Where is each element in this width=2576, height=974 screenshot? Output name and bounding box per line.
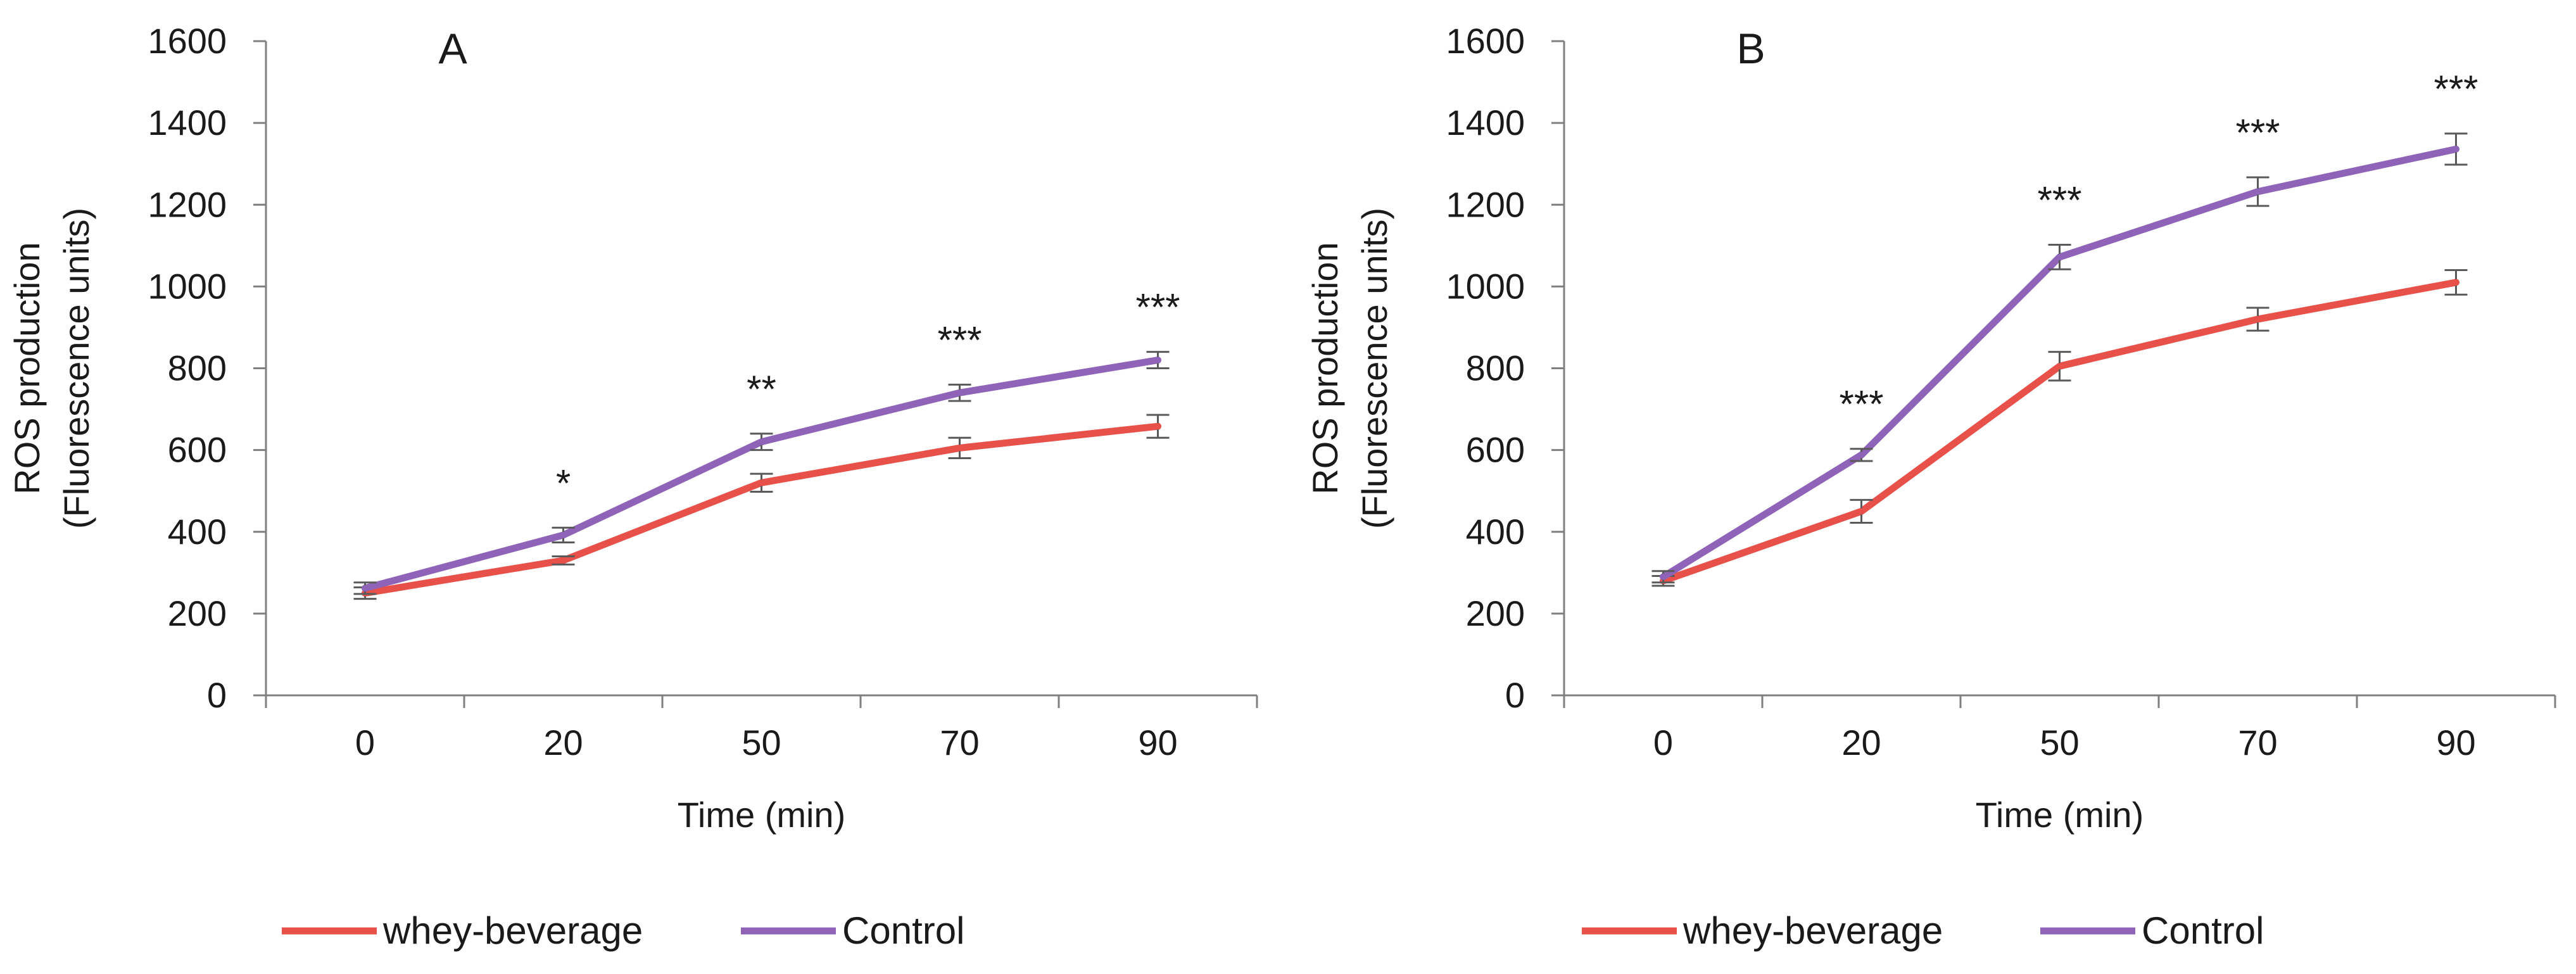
y-tick-label: 1000	[148, 266, 227, 306]
chart-panel-a: 0 200 400 600 800 1000 1200 1400 1600 0 20 50 70 90 Ti…	[7, 21, 1258, 952]
data-point	[956, 389, 963, 396]
data-point	[560, 557, 567, 564]
y-tick-label: 1000	[1446, 266, 1525, 306]
x-tick-label: 20	[1841, 723, 1881, 762]
y-tick-label: 600	[1466, 430, 1525, 470]
series-whey-beverage	[353, 414, 1170, 600]
x-tick-label: 70	[2238, 723, 2277, 762]
y-tick-label: 400	[168, 512, 227, 552]
y-tick-label: 600	[168, 430, 227, 470]
data-point	[2254, 188, 2261, 195]
significance-annotation: ***	[937, 319, 982, 361]
series-line	[362, 422, 1161, 597]
data-point	[2254, 316, 2261, 323]
y-axis-title-line1: ROS production	[7, 242, 47, 494]
panel-label: A	[438, 25, 467, 73]
series-control	[353, 351, 1170, 595]
data-point	[758, 438, 765, 445]
significance-annotation: **	[747, 368, 776, 410]
y-tick-label: 400	[1466, 512, 1525, 552]
data-point	[362, 585, 369, 591]
data-point	[956, 445, 963, 452]
data-point	[2056, 363, 2063, 370]
legend-label: Control	[842, 909, 964, 952]
y-tick-label: 0	[1505, 675, 1525, 715]
legend-label: whey-beverage	[382, 909, 643, 952]
y-axis-title: ROS production (Fluorescence units)	[1305, 208, 1394, 529]
legend-label: whey-beverage	[1683, 909, 1943, 952]
data-point	[2453, 146, 2459, 153]
data-point	[1858, 452, 1865, 459]
series-control	[1651, 132, 2468, 584]
y-tick-label: 200	[168, 593, 227, 633]
series-whey-beverage	[1651, 269, 2468, 587]
y-axis-title: ROS production (Fluorescence units)	[7, 208, 96, 529]
x-tick-label: 50	[742, 723, 781, 762]
series-line	[1660, 279, 2459, 585]
x-axis-title: Time (min)	[1976, 795, 2144, 835]
x-tick-label: 90	[1138, 723, 1177, 762]
x-tick-label: 0	[355, 723, 375, 762]
y-tick-label: 200	[1466, 593, 1525, 633]
data-point	[2453, 279, 2459, 286]
significance-annotation: ***	[2037, 179, 2081, 222]
significance-annotation: ***	[1135, 286, 1180, 329]
y-tick-label: 1200	[1446, 184, 1525, 224]
x-tick-label: 0	[1653, 723, 1673, 762]
data-point	[758, 479, 765, 486]
legend-label: Control	[2142, 909, 2264, 952]
data-point	[1154, 357, 1161, 364]
y-tick-label: 1400	[148, 103, 227, 142]
x-tick-label: 70	[940, 723, 979, 762]
y-tick-label: 1600	[1446, 21, 1525, 61]
y-tick-label: 800	[1466, 348, 1525, 388]
significance-annotation: ***	[1839, 383, 1883, 426]
y-tick-label: 800	[168, 348, 227, 388]
significance-annotation: ***	[2235, 111, 2280, 154]
data-point	[1858, 508, 1865, 515]
y-tick-label: 0	[207, 675, 227, 715]
data-point	[1154, 423, 1161, 430]
x-tick-label: 50	[2040, 723, 2079, 762]
x-tick-label: 20	[543, 723, 583, 762]
significance-annotation: *	[556, 462, 571, 504]
x-axis-title: Time (min)	[678, 795, 845, 835]
y-axis-title-line1: ROS production	[1305, 242, 1345, 494]
data-point	[2056, 253, 2063, 260]
significance-annotation: ***	[2434, 68, 2478, 110]
chart-panel-b: 0 200 400 600 800 1000 1200 1400 1600 0 20 50 70 90 Ti…	[1305, 21, 2556, 952]
legend: whey-beverage Control	[282, 909, 964, 952]
y-tick-label: 1600	[148, 21, 227, 61]
y-axis-title-line2: (Fluorescence units)	[56, 208, 96, 529]
data-point	[1660, 573, 1667, 580]
y-tick-label: 1400	[1446, 103, 1525, 142]
x-tick-label: 90	[2436, 723, 2475, 762]
legend: whey-beverage Control	[1582, 909, 2264, 952]
y-axis-title-line2: (Fluorescence units)	[1354, 208, 1394, 529]
y-tick-label: 1200	[148, 184, 227, 224]
data-point	[560, 531, 567, 538]
panel-label: B	[1736, 25, 1765, 73]
